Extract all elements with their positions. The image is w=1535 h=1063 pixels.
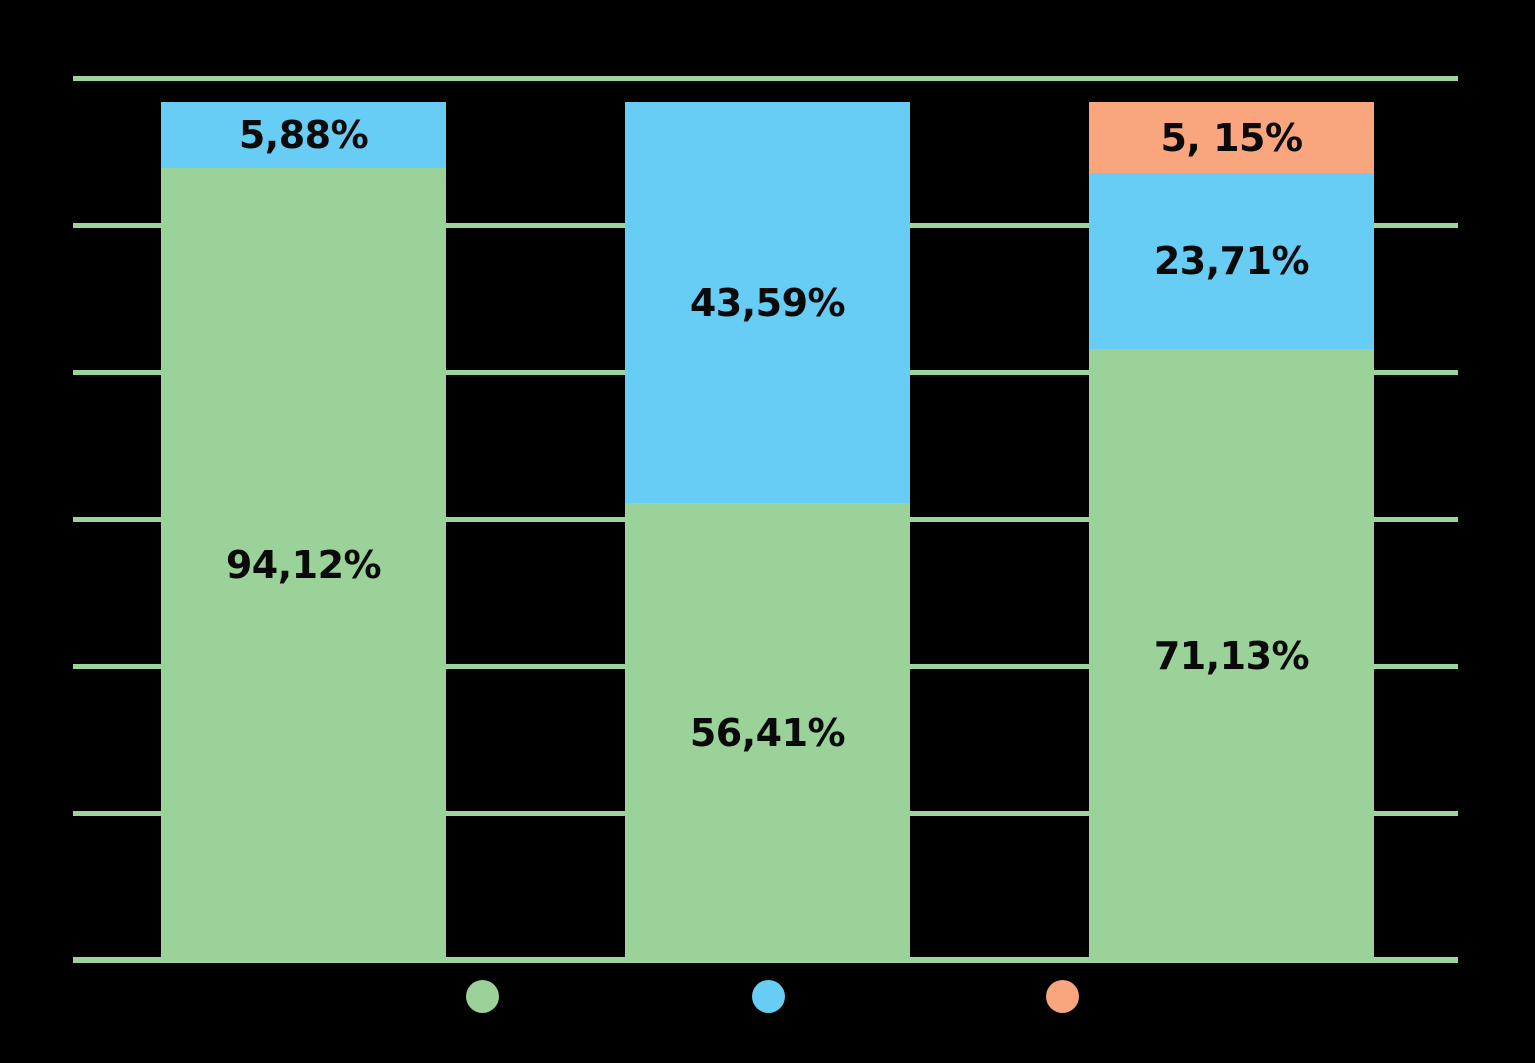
stacked-bar: 43,59% 56,41% [625,102,910,962]
green-dot [465,979,499,1013]
bar-segment-green: 71,13% [1089,349,1374,962]
segment-value-label: 23,71% [1153,239,1310,284]
segment-value-label: 94,12% [225,543,382,588]
segment-value-label: 43,59% [689,280,846,325]
bar-segment-orange: 5, 15% [1089,102,1374,174]
bar-segment-blue: 5,88% [161,102,446,169]
blue-dot [751,979,785,1013]
stacked-bar: 5, 15% 23,71% 71,13% [1089,102,1374,962]
bar-segment-blue: 23,71% [1089,173,1374,350]
stacked-bar: 5,88% 94,12% [161,102,446,962]
y-gridline [73,76,1458,81]
segment-value-label: 5, 15% [1160,115,1303,160]
bar-segment-green: 94,12% [161,168,446,962]
segment-value-label: 5,88% [238,113,369,158]
segment-value-label: 56,41% [689,710,846,755]
bar-segment-blue: 43,59% [625,102,910,504]
segment-value-label: 71,13% [1153,633,1310,678]
orange-dot [1045,979,1079,1013]
bar-segment-green: 56,41% [625,503,910,962]
